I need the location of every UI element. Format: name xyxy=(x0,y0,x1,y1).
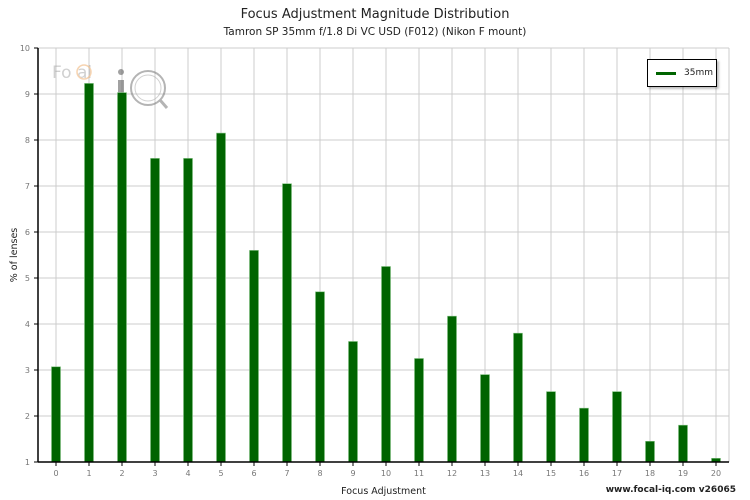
legend-swatch xyxy=(656,71,676,75)
bar-15[interactable] xyxy=(546,391,556,463)
y-tick-label: 3 xyxy=(25,366,30,375)
x-tick-label: 11 xyxy=(414,469,424,478)
bar-14[interactable] xyxy=(513,332,523,463)
x-tick-label: 13 xyxy=(480,469,490,478)
x-tick-label: 4 xyxy=(185,469,190,478)
bar-8[interactable] xyxy=(315,291,325,463)
x-tick-label: 1 xyxy=(86,469,91,478)
x-tick-label: 12 xyxy=(447,469,457,478)
x-tick-label: 9 xyxy=(350,469,355,478)
bar-18[interactable] xyxy=(645,440,655,463)
bar-12[interactable] xyxy=(447,315,457,463)
x-tick-label: 8 xyxy=(317,469,322,478)
x-tick-label: 0 xyxy=(53,469,58,478)
x-tick-label: 17 xyxy=(612,469,622,478)
x-tick-label: 15 xyxy=(546,469,556,478)
y-tick-label: 1 xyxy=(25,458,30,467)
bar-3[interactable] xyxy=(150,158,160,463)
bar-0[interactable] xyxy=(51,366,61,463)
bar-13[interactable] xyxy=(480,374,490,463)
y-tick-label: 9 xyxy=(25,90,30,99)
y-tick-label: 4 xyxy=(25,320,30,329)
bar-16[interactable] xyxy=(579,407,589,463)
x-tick-label: 14 xyxy=(513,469,523,478)
x-tick-label: 5 xyxy=(218,469,223,478)
bar-7[interactable] xyxy=(282,183,292,463)
bar-19[interactable] xyxy=(678,424,688,463)
legend-label: 35mm xyxy=(684,68,713,78)
x-tick-label: 7 xyxy=(284,469,289,478)
chart-title: Focus Adjustment Magnitude Distribution xyxy=(240,7,510,22)
chart-subtitle: Tamron SP 35mm f/1.8 Di VC USD (F012) (N… xyxy=(223,26,527,38)
focal-iq-watermark-icon: Fo al xyxy=(52,63,169,109)
x-tick-label: 3 xyxy=(152,469,157,478)
bar-1[interactable] xyxy=(84,83,94,463)
x-tick-label: 6 xyxy=(251,469,256,478)
y-tick-label: 8 xyxy=(25,136,30,145)
legend: 35mm xyxy=(647,59,717,87)
bar-9[interactable] xyxy=(348,341,358,463)
bar-17[interactable] xyxy=(612,391,622,463)
bar-10[interactable] xyxy=(381,266,391,463)
x-tick-label: 19 xyxy=(678,469,688,478)
x-tick-label: 10 xyxy=(381,469,391,478)
bar-11[interactable] xyxy=(414,358,424,463)
y-axis-label: % of lenses xyxy=(9,228,20,283)
y-tick-label: 2 xyxy=(25,412,30,421)
x-tick-label: 18 xyxy=(645,469,655,478)
y-tick-label: 10 xyxy=(20,44,30,53)
x-tick-label: 16 xyxy=(579,469,589,478)
bar-2[interactable] xyxy=(117,92,127,463)
bar-6[interactable] xyxy=(249,250,259,463)
y-tick-label: 5 xyxy=(25,274,30,283)
footer-credit: www.focal-iq.com v26065 xyxy=(605,485,736,495)
y-tick-label: 7 xyxy=(25,182,30,191)
bar-4[interactable] xyxy=(183,158,193,463)
x-axis-label: Focus Adjustment xyxy=(341,486,426,497)
y-tick-label: 6 xyxy=(25,228,30,237)
x-tick-label: 2 xyxy=(119,469,124,478)
bar-5[interactable] xyxy=(216,132,226,463)
x-tick-label: 20 xyxy=(711,469,721,478)
